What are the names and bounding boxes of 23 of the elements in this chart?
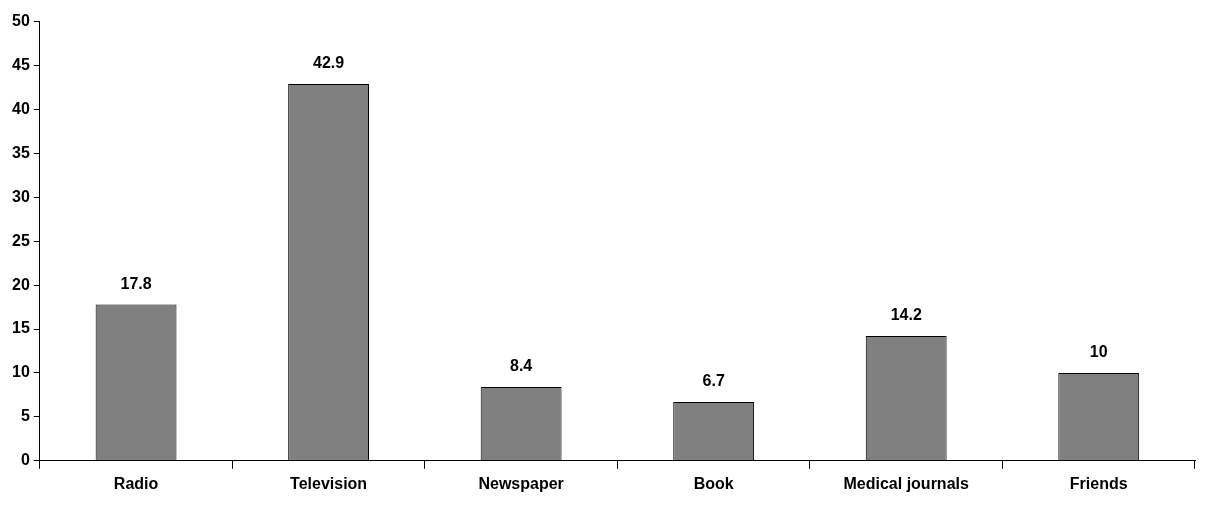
x-tick-label: Book bbox=[693, 474, 734, 492]
y-tick-label: 35 bbox=[12, 143, 30, 161]
data-label: 10 bbox=[1089, 343, 1108, 361]
y-tick-label: 50 bbox=[12, 12, 30, 30]
y-tick-label: 10 bbox=[12, 363, 30, 381]
y-tick-label: 25 bbox=[12, 231, 30, 249]
data-label: 17.8 bbox=[120, 274, 152, 292]
data-label: 14.2 bbox=[890, 306, 922, 324]
y-tick-label: 20 bbox=[12, 275, 30, 293]
y-tick-label: 45 bbox=[12, 55, 30, 73]
x-tick-label: Newspaper bbox=[478, 474, 564, 492]
x-tick-label: Medical journals bbox=[843, 474, 969, 492]
data-label: 42.9 bbox=[313, 54, 345, 72]
x-tick-label: Friends bbox=[1069, 474, 1128, 492]
y-tick-label: 0 bbox=[20, 451, 30, 469]
data-label: 6.7 bbox=[702, 372, 725, 390]
data-label: 8.4 bbox=[510, 357, 533, 375]
x-tick-label: Radio bbox=[113, 474, 159, 492]
y-tick-label: 5 bbox=[20, 407, 30, 425]
x-tick-label: Television bbox=[290, 474, 368, 492]
y-tick-label: 40 bbox=[12, 99, 30, 117]
y-tick-label: 30 bbox=[12, 187, 30, 205]
y-tick-label: 15 bbox=[12, 319, 30, 337]
